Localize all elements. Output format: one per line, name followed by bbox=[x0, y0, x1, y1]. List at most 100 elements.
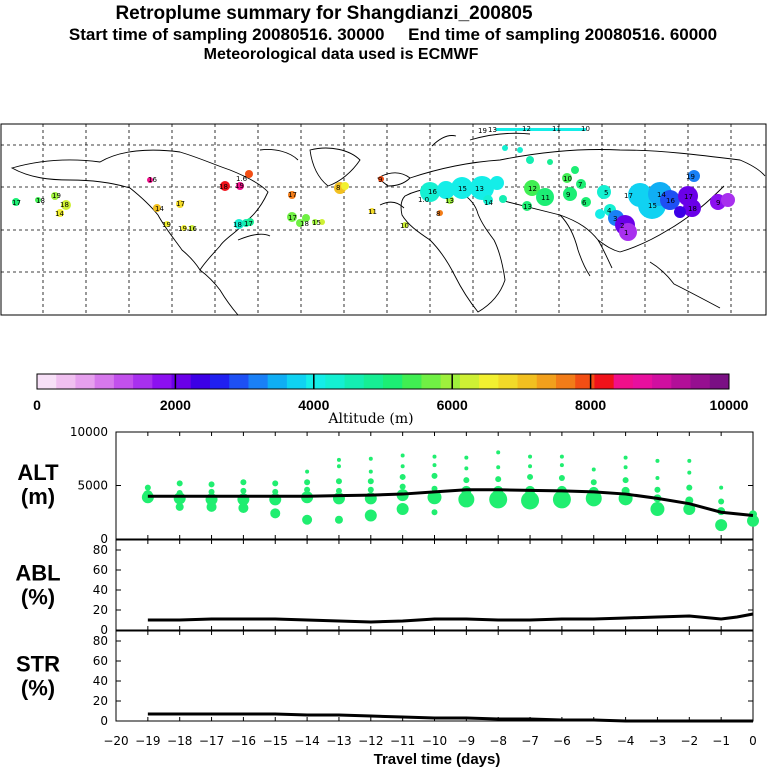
colorbar-swatch bbox=[248, 374, 269, 389]
map-trajectory-label: 12 bbox=[522, 125, 531, 133]
alt-scatter-point bbox=[623, 455, 628, 460]
colorbar-swatch bbox=[479, 374, 499, 389]
trajectory-marker bbox=[536, 188, 554, 206]
coastline bbox=[431, 135, 457, 147]
trajectory-marker bbox=[490, 176, 504, 190]
trajectory-marker bbox=[402, 222, 408, 228]
trajectory-marker bbox=[522, 201, 532, 211]
colorbar-swatch bbox=[286, 374, 307, 389]
colorbar-swatch bbox=[498, 374, 519, 389]
alt-scatter-point bbox=[495, 476, 502, 483]
map-trajectory-label: 15 bbox=[458, 185, 467, 193]
alt-scatter-point bbox=[747, 514, 759, 527]
x-tick-label: −3 bbox=[649, 734, 667, 748]
alt-scatter-point bbox=[496, 465, 501, 470]
map-trajectory-label: 17 bbox=[288, 191, 297, 199]
x-tick-label: −8 bbox=[489, 734, 507, 748]
colorbar-swatch bbox=[133, 374, 153, 389]
trajectory-marker bbox=[451, 177, 473, 199]
map-trajectory-label: 18 bbox=[219, 183, 228, 191]
colorbar-swatch bbox=[363, 374, 384, 389]
y-tick-label: 80 bbox=[93, 543, 108, 557]
alt-scatter-point bbox=[272, 488, 279, 495]
alt-scatter-point bbox=[559, 463, 564, 468]
alt-scatter-point bbox=[175, 502, 184, 511]
alt-scatter-point bbox=[715, 519, 728, 532]
alt-panel: 0 5000 10000 ALT(m) bbox=[17, 425, 759, 546]
colorbar-swatch bbox=[632, 374, 653, 389]
map-trajectory-label: 19 bbox=[162, 221, 171, 229]
trajectory-marker bbox=[688, 170, 700, 182]
map-trajectory-label: 5 bbox=[604, 189, 608, 197]
colorbar-swatch bbox=[440, 374, 461, 389]
colorbar-frame bbox=[36, 373, 730, 390]
x-tick-label: 0 bbox=[749, 734, 757, 748]
alt-scatter-point bbox=[496, 450, 501, 455]
map-trajectory-label: 9 bbox=[716, 199, 720, 207]
alt-scatter-point bbox=[559, 454, 564, 459]
alt-scatter-point bbox=[176, 480, 183, 487]
alt-scatter-point bbox=[464, 466, 469, 471]
y-axis-label-top: ALT bbox=[17, 460, 59, 485]
map-trajectory-label: 19 bbox=[235, 182, 244, 190]
map-trajectory-label: 15 bbox=[312, 219, 321, 227]
map-trajectory-label: 11 bbox=[368, 208, 377, 216]
y-tick-label: 10000 bbox=[70, 425, 108, 439]
trajectory-marker bbox=[312, 219, 318, 225]
x-tick-label: −11 bbox=[390, 734, 415, 748]
trajectory-marker bbox=[245, 170, 253, 178]
map-trajectory-label: 16 bbox=[148, 176, 157, 184]
alt-scatter-point bbox=[270, 508, 281, 519]
colorbar-swatch bbox=[383, 374, 403, 389]
alt-scatter-point bbox=[208, 481, 215, 488]
alt-scatter-point bbox=[590, 479, 597, 486]
x-tick-label: −18 bbox=[167, 734, 192, 748]
map-trajectory-label: 11 bbox=[541, 194, 550, 202]
alt-scatter-point bbox=[464, 455, 469, 460]
y-tick-label: 5000 bbox=[77, 479, 108, 493]
colorbar-tick-label: 8000 bbox=[575, 397, 606, 413]
colorbar-swatch bbox=[267, 374, 288, 389]
alt-scatter-point bbox=[622, 477, 629, 484]
map-trajectory-label: 19 bbox=[178, 225, 187, 233]
trajectory-marker bbox=[576, 179, 586, 189]
trajectory-marker bbox=[502, 145, 508, 151]
trajectory-marker bbox=[246, 218, 254, 226]
map-trajectory-label: 10 bbox=[581, 125, 590, 133]
map-trajectory-label: 6 bbox=[582, 199, 587, 207]
sampling-time-line: Start time of sampling 20080516. 30000 E… bbox=[68, 25, 718, 44]
alt-scatter-point bbox=[144, 484, 151, 491]
abl-line bbox=[147, 612, 754, 624]
x-tick-label: −4 bbox=[617, 734, 635, 748]
x-tick-label: −19 bbox=[135, 734, 160, 748]
map-trajectory-label: 18 bbox=[688, 205, 697, 213]
map-trajectory-label: 17 bbox=[176, 200, 185, 208]
y-tick-label: 20 bbox=[93, 603, 108, 617]
alt-scatter-point bbox=[302, 514, 313, 525]
colorbar-swatch bbox=[37, 374, 57, 389]
map-trajectory-label: 16 bbox=[188, 225, 197, 233]
alt-scatter-point bbox=[718, 498, 725, 505]
trajectory-marker bbox=[153, 204, 161, 212]
colorbar-swatch bbox=[94, 374, 115, 389]
map-trajectory-label: 3 bbox=[613, 215, 617, 223]
x-tick-label: −1 bbox=[712, 734, 730, 748]
colorbar-tick-label: 6000 bbox=[437, 397, 468, 413]
trajectory-marker bbox=[524, 180, 540, 196]
alt-scatter-point bbox=[623, 465, 628, 470]
colorbar-swatch bbox=[652, 374, 672, 389]
alt-scatter-point bbox=[368, 469, 373, 474]
trajectory-marker bbox=[378, 176, 384, 182]
map-trajectory-label: 18 bbox=[60, 201, 69, 209]
x-tick-label: −9 bbox=[457, 734, 475, 748]
trajectory-marker bbox=[181, 225, 187, 231]
alt-scatter-point bbox=[655, 458, 660, 463]
alt-scatter-point bbox=[558, 475, 565, 482]
y-tick-label: 0 bbox=[100, 623, 108, 637]
colorbar-tick-label: 2000 bbox=[160, 397, 191, 413]
coastline bbox=[649, 261, 721, 309]
colorbar-tick-label: 0 bbox=[33, 397, 41, 413]
trajectory-marker bbox=[164, 221, 170, 227]
